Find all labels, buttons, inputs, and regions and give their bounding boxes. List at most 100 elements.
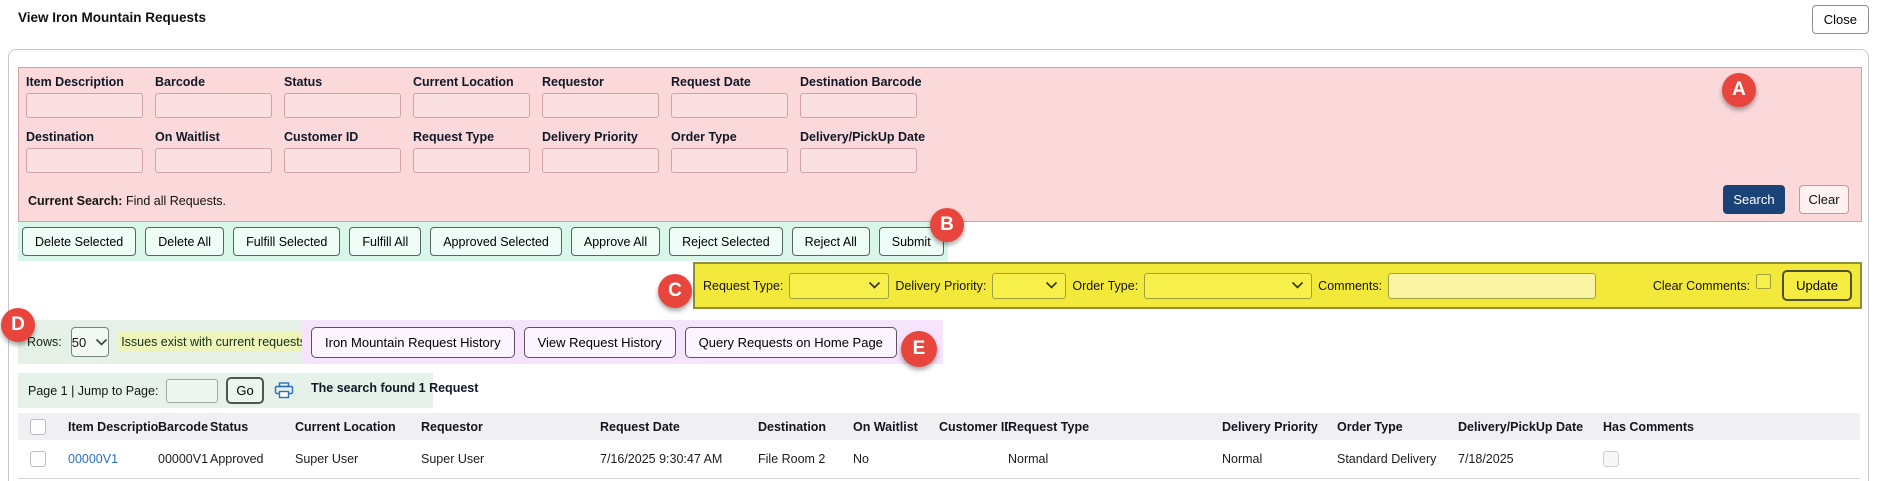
rows-toolbar: Rows: 50 Issues exist with current reque… (18, 320, 313, 364)
destination-barcode-filter[interactable] (800, 93, 917, 118)
comments-input[interactable] (1388, 272, 1597, 299)
column-header: Item Description (68, 419, 158, 434)
column-header: Request Date (600, 419, 680, 434)
pagination-bar: Page 1 | Jump to Page: Go (18, 373, 433, 408)
fulfill-selected-button[interactable]: Fulfill Selected (233, 227, 341, 256)
filter-label: Destination (26, 130, 95, 144)
column-header: Requestor (421, 419, 483, 434)
go-button[interactable]: Go (226, 377, 264, 404)
query-requests-home-page-button[interactable]: Query Requests on Home Page (684, 326, 897, 358)
delivery-priority-filter[interactable] (542, 148, 659, 173)
update-bar: Request Type: Delivery Priority: Order T… (693, 262, 1862, 309)
clear-comments-checkbox[interactable] (1756, 274, 1772, 289)
iron-mountain-request-history-button[interactable]: Iron Mountain Request History (311, 326, 515, 358)
annotation-badge-c: C (658, 274, 692, 308)
search-filter-panel: Item Description Barcode Status Current … (18, 67, 1862, 222)
reject-selected-button[interactable]: Reject Selected (669, 227, 783, 256)
status-filter[interactable] (284, 93, 401, 118)
item-description-link[interactable]: 00000V1 (68, 451, 119, 466)
page-jump-label: Page 1 | Jump to Page: (28, 383, 159, 398)
clear-comments-label: Clear Comments: (1652, 278, 1751, 293)
barcode-filter[interactable] (155, 93, 272, 118)
view-request-history-button[interactable]: View Request History (523, 326, 676, 358)
request-date-filter[interactable] (671, 93, 788, 118)
request-type-filter[interactable] (413, 148, 530, 173)
approved-selected-button[interactable]: Approved Selected (430, 227, 562, 256)
on-waitlist-filter[interactable] (155, 148, 272, 173)
delete-selected-button[interactable]: Delete Selected (22, 227, 137, 256)
delete-all-button[interactable]: Delete All (145, 227, 225, 256)
destination-filter[interactable] (26, 148, 143, 173)
search-button[interactable]: Search (1723, 185, 1785, 214)
request-type-cell: Normal (1008, 451, 1049, 466)
rows-label: Rows: (27, 335, 62, 349)
requestor-cell: Super User (421, 451, 485, 466)
filter-label: Item Description (26, 75, 124, 89)
rows-per-page-select[interactable]: 50 (70, 327, 110, 357)
bulk-action-strip: Delete Selected Delete All Fulfill Selec… (18, 222, 948, 261)
filter-label: Current Location (413, 75, 514, 89)
print-icon[interactable] (274, 382, 294, 399)
delivery-priority-select[interactable] (992, 272, 1067, 299)
filter-label: On Waitlist (155, 130, 220, 144)
current-location-cell: Super User (295, 451, 359, 466)
column-header: Delivery Priority (1222, 419, 1318, 434)
filter-row-1: Item Description Barcode Status Current … (26, 75, 929, 118)
filter-label: Requestor (542, 75, 604, 89)
reject-all-button[interactable]: Reject All (791, 227, 870, 256)
destination-cell: File Room 2 (758, 451, 826, 466)
delivery-pickup-date-filter[interactable] (800, 148, 917, 173)
update-button[interactable]: Update (1782, 270, 1852, 301)
table-header-row: Item Description Barcode Status Current … (18, 413, 1860, 440)
result-count: The search found 1 Request (311, 381, 479, 395)
history-toolbar: Iron Mountain Request History View Reque… (302, 320, 943, 364)
customer-id-filter[interactable] (284, 148, 401, 173)
annotation-badge-d: D (1, 308, 35, 342)
fulfill-all-button[interactable]: Fulfill All (349, 227, 422, 256)
request-date-cell: 7/16/2025 9:30:47 AM (600, 451, 723, 466)
column-header: Delivery/PickUp Date (1458, 419, 1584, 434)
current-search-summary: Current Search: Find all Requests. (28, 194, 226, 208)
current-location-filter[interactable] (413, 93, 530, 118)
column-header: Status (210, 419, 249, 434)
column-header: Order Type (1337, 419, 1403, 434)
customer-id-cell (939, 440, 1008, 478)
request-type-select[interactable] (789, 272, 890, 299)
page-title: View Iron Mountain Requests (18, 10, 207, 25)
jump-to-page-input[interactable] (166, 378, 219, 403)
requests-table: Item Description Barcode Status Current … (18, 413, 1860, 479)
chevron-down-icon (1046, 281, 1058, 289)
filter-label: Barcode (155, 75, 206, 89)
order-type-filter[interactable] (671, 148, 788, 173)
on-waitlist-cell: No (853, 451, 869, 466)
annotation-badge-b: B (930, 208, 964, 242)
close-button[interactable]: Close (1811, 5, 1869, 34)
select-all-checkbox[interactable] (30, 418, 46, 435)
delivery-priority-label: Delivery Priority: (895, 278, 987, 293)
order-type-select[interactable] (1144, 272, 1313, 299)
filter-label: Customer ID (284, 130, 359, 144)
item-description-filter[interactable] (26, 93, 143, 118)
clear-button[interactable]: Clear (1799, 185, 1849, 214)
barcode-cell: 00000V1 (158, 451, 209, 466)
approve-all-button[interactable]: Approve All (570, 227, 661, 256)
order-type-cell: Standard Delivery (1337, 451, 1437, 466)
annotation-badge-a: A (1722, 73, 1756, 107)
requestor-filter[interactable] (542, 93, 659, 118)
filter-label: Delivery Priority (542, 130, 638, 144)
column-header: Current Location (295, 419, 396, 434)
comments-label: Comments: (1318, 278, 1383, 293)
chevron-down-icon (96, 338, 108, 346)
annotation-badge-e: E (901, 331, 937, 367)
status-cell: Approved (210, 451, 264, 466)
has-comments-checkbox (1603, 450, 1619, 467)
order-type-label: Order Type: (1072, 278, 1139, 293)
row-checkbox[interactable] (30, 450, 46, 467)
delivery-priority-cell: Normal (1222, 451, 1263, 466)
filter-label: Order Type (671, 130, 737, 144)
column-header: Has Comments (1603, 419, 1694, 434)
chevron-down-icon (1292, 281, 1304, 289)
filter-label: Request Type (413, 130, 495, 144)
chevron-down-icon (869, 281, 881, 289)
